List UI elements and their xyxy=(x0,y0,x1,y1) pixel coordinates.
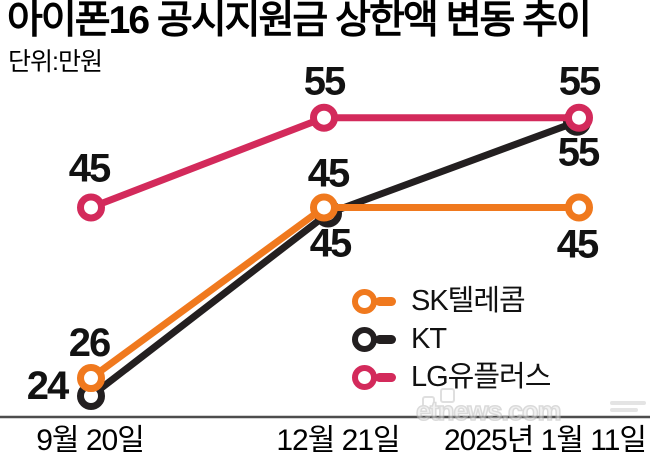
watermark-tagline-bar xyxy=(610,408,638,412)
watermark-tagline-bar xyxy=(610,401,646,405)
legend-label: KT xyxy=(411,322,447,355)
data-point-marker xyxy=(77,364,105,393)
page-title: 아이폰16 공시지원금 상한액 변동 추이 xyxy=(7,0,592,42)
data-point-label: 45 xyxy=(557,222,599,266)
watermark-logo-square-icon xyxy=(422,396,435,409)
data-point-label: 45 xyxy=(308,151,350,195)
legend: SK텔레콤 KT LG유플러스 xyxy=(352,282,551,396)
data-point-marker xyxy=(565,103,593,132)
legend-marker-icon xyxy=(352,326,377,352)
legend-line-icon xyxy=(375,334,396,344)
series-layer xyxy=(77,103,593,410)
data-label-layer: 26 45 45 24 45 55 45 55 55 xyxy=(27,60,603,408)
data-point-label: 45 xyxy=(69,146,111,190)
legend-label: SK텔레콤 xyxy=(411,284,526,317)
x-tick-label-2: 12월 21일 xyxy=(276,424,400,457)
x-tick-label-1: 9월 20일 xyxy=(36,424,145,457)
x-tick-label-3: 2025년 1월 11일 xyxy=(443,424,647,457)
data-point-marker xyxy=(310,193,338,222)
watermark-logo-square-icon xyxy=(440,388,455,403)
series-0 xyxy=(77,193,593,393)
data-point-label: 55 xyxy=(558,131,600,175)
legend-line-icon xyxy=(375,296,396,306)
legend-item-2: LG유플러스 xyxy=(352,358,551,396)
legend-marker-icon xyxy=(352,364,377,390)
data-point-label: 45 xyxy=(310,221,352,265)
legend-line-icon xyxy=(375,372,396,382)
unit-label: 단위:만원 xyxy=(8,48,103,76)
data-point-label: 55 xyxy=(559,60,601,104)
data-point-marker xyxy=(77,193,105,222)
legend-item-0: SK텔레콤 xyxy=(352,282,550,320)
data-point-marker xyxy=(310,103,338,132)
legend-label: LG유플러스 xyxy=(411,360,551,393)
data-point-label: 24 xyxy=(27,364,70,408)
data-point-label: 55 xyxy=(304,60,346,104)
legend-marker-icon xyxy=(352,288,377,314)
series-2 xyxy=(77,103,593,222)
legend-item-1: KT xyxy=(352,320,550,358)
data-point-label: 26 xyxy=(69,321,110,365)
watermark-text: etnews.com xyxy=(415,395,562,427)
watermark: etnews.com xyxy=(410,388,648,428)
data-point-marker xyxy=(565,193,593,222)
